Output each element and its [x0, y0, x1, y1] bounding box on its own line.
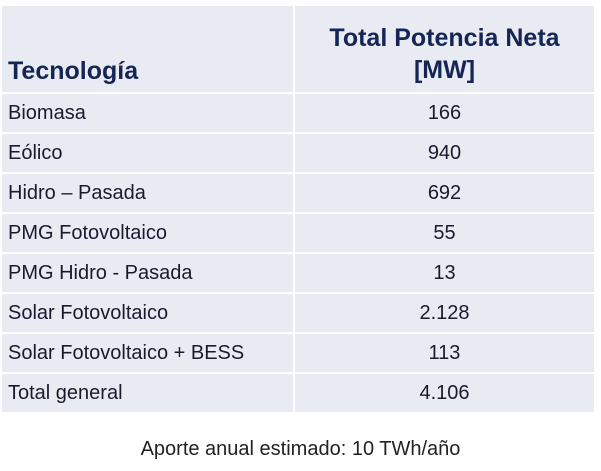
table-row: Solar Fotovoltaico 2.128: [0, 292, 596, 334]
technology-cell: PMG Hidro - Pasada: [0, 252, 295, 294]
table-row: Solar Fotovoltaico + BESS 113: [0, 332, 596, 374]
technology-cell: PMG Fotovoltaico: [0, 212, 295, 254]
net-power-cell: 113: [293, 332, 596, 374]
net-power-cell: 692: [293, 172, 596, 214]
technology-cell: Total general: [0, 372, 295, 414]
net-power-cell: 4.106: [293, 372, 596, 414]
technology-cell: Solar Fotovoltaico + BESS: [0, 332, 295, 374]
header-row: Tecnología Total Potencia Neta [MW]: [0, 4, 596, 94]
net-power-cell: 166: [293, 92, 596, 134]
table-row: PMG Hidro - Pasada 13: [0, 252, 596, 294]
technology-cell: Biomasa: [0, 92, 295, 134]
table-row: Eólico 940: [0, 132, 596, 174]
net-power-cell: 2.128: [293, 292, 596, 334]
table-row: Hidro – Pasada 692: [0, 172, 596, 214]
header-technology: Tecnología: [0, 4, 295, 94]
table-row: Total general 4.106: [0, 372, 596, 414]
table-row: Biomasa 166: [0, 92, 596, 134]
net-power-cell: 940: [293, 132, 596, 174]
annual-contribution-caption: Aporte anual estimado: 10 TWh/año: [140, 438, 461, 460]
net-power-cell: 55: [293, 212, 596, 254]
table-row: PMG Fotovoltaico 55: [0, 212, 596, 254]
technology-cell: Hidro – Pasada: [0, 172, 295, 214]
header-net-power: Total Potencia Neta [MW]: [293, 4, 596, 94]
technology-cell: Eólico: [0, 132, 295, 174]
technology-cell: Solar Fotovoltaico: [0, 292, 295, 334]
capacity-table: Tecnología Total Potencia Neta [MW] Biom…: [0, 4, 596, 414]
net-power-cell: 13: [293, 252, 596, 294]
